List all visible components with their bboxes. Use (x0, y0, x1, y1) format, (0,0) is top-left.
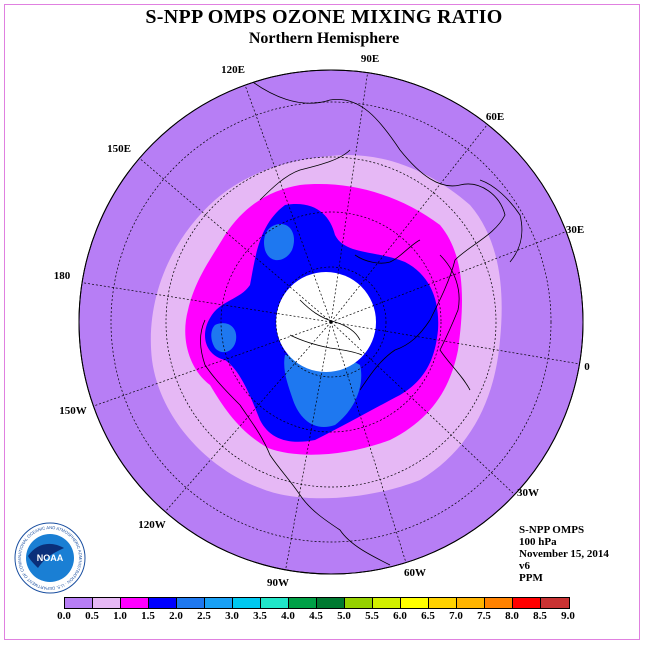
color-scale-ticks: 0.0 0.5 1.0 1.5 2.0 2.5 3.0 3.5 4.0 4.5 5.0 5.5 6.0 6… (52, 610, 612, 624)
color-scale-swatch (485, 598, 513, 608)
lon-label-150w: 150W (59, 405, 87, 417)
color-scale-swatch (345, 598, 373, 608)
lon-label-90e: 90E (361, 53, 379, 65)
info-date: November 15, 2014 (519, 548, 609, 560)
color-scale-swatch (261, 598, 289, 608)
color-scale-swatch (373, 598, 401, 608)
color-scale-tick-label: 2.5 (197, 610, 211, 622)
color-scale-swatch (65, 598, 93, 608)
color-scale-tick-label: 6.0 (393, 610, 407, 622)
color-scale-swatch (93, 598, 121, 608)
color-scale-tick-label: 1.5 (141, 610, 155, 622)
info-block: S-NPP OMPS 100 hPa November 15, 2014 v6 … (519, 524, 609, 584)
color-scale-tick-label: 3.5 (253, 610, 267, 622)
latitude-circles (110, 101, 552, 543)
info-version: v6 (519, 560, 530, 572)
lon-label-0: 0 (584, 361, 590, 373)
color-scale-tick-label: 2.0 (169, 610, 183, 622)
info-level: 100 hPa (519, 536, 557, 548)
color-scale-swatch (513, 598, 541, 608)
lon-label-60w: 60W (404, 567, 426, 579)
polar-night-area (276, 272, 376, 372)
color-scale-tick-label: 4.0 (281, 610, 295, 622)
color-scale-tick-label: 0.5 (85, 610, 99, 622)
info-units: PPM (519, 572, 543, 584)
noaa-logo: NOAA NATIONAL OCEANIC AND ATMOSPHERIC AD… (14, 522, 86, 594)
color-scale-tick-label: 7.5 (477, 610, 491, 622)
color-scale-swatch (149, 598, 177, 608)
map-subtitle: Northern Hemisphere (248, 30, 400, 47)
color-scale-swatch (121, 598, 149, 608)
color-scale-bar (64, 597, 570, 609)
color-scale-tick-label: 8.0 (505, 610, 519, 622)
color-scale-tick-label: 8.5 (533, 610, 547, 622)
lon-label-30e: 30E (566, 224, 584, 236)
color-scale-tick-label: 3.0 (225, 610, 239, 622)
color-scale-tick-label: 9.0 (561, 610, 575, 622)
lon-label-30w: 30W (517, 487, 539, 499)
noaa-logo-text: NOAA (37, 553, 64, 563)
color-scale-tick-label: 1.0 (113, 610, 127, 622)
color-scale-swatch (457, 598, 485, 608)
color-scale-swatch (541, 598, 569, 608)
lon-label-90w: 90W (267, 577, 289, 589)
color-scale-swatch (401, 598, 429, 608)
contour-2p0-2p5-a (264, 224, 295, 261)
color-scale-swatch (205, 598, 233, 608)
lon-label-120w: 120W (138, 519, 166, 531)
meridian-lines (79, 70, 581, 574)
color-scale-swatch (177, 598, 205, 608)
color-scale-tick-label: 6.5 (421, 610, 435, 622)
color-scale-tick-label: 0.0 (57, 610, 71, 622)
color-scale-swatch (233, 598, 261, 608)
coastlines (200, 79, 523, 566)
color-scale-tick-label: 7.0 (449, 610, 463, 622)
lon-label-60e: 60E (486, 111, 504, 123)
color-scale-tick-label: 5.5 (365, 610, 379, 622)
map-title: S-NPP OMPS OZONE MIXING RATIO (145, 6, 503, 28)
lon-label-120e: 120E (221, 64, 245, 76)
lon-label-180: 180 (54, 270, 71, 282)
color-scale-tick-label: 5.0 (337, 610, 351, 622)
contour-2p0-2p5-b (284, 352, 362, 428)
color-scale-tick-label: 4.5 (309, 610, 323, 622)
color-scale-swatch (289, 598, 317, 608)
lon-label-150e: 150E (107, 143, 131, 155)
figure-frame (4, 4, 640, 640)
info-instrument: S-NPP OMPS (519, 524, 585, 536)
contour-2p0-2p5-c (211, 323, 237, 353)
color-scale-swatch (429, 598, 457, 608)
color-scale-swatch (317, 598, 345, 608)
